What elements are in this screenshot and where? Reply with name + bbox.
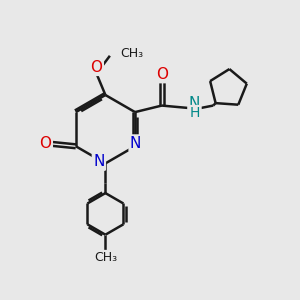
Text: N: N [93, 154, 105, 169]
Text: O: O [156, 67, 168, 82]
Text: N: N [130, 136, 141, 151]
Text: CH₃: CH₃ [120, 47, 143, 60]
Text: CH₃: CH₃ [94, 251, 117, 264]
Text: O: O [91, 60, 103, 75]
Text: O: O [40, 136, 52, 152]
Text: H: H [189, 106, 200, 120]
Text: N: N [189, 96, 200, 111]
